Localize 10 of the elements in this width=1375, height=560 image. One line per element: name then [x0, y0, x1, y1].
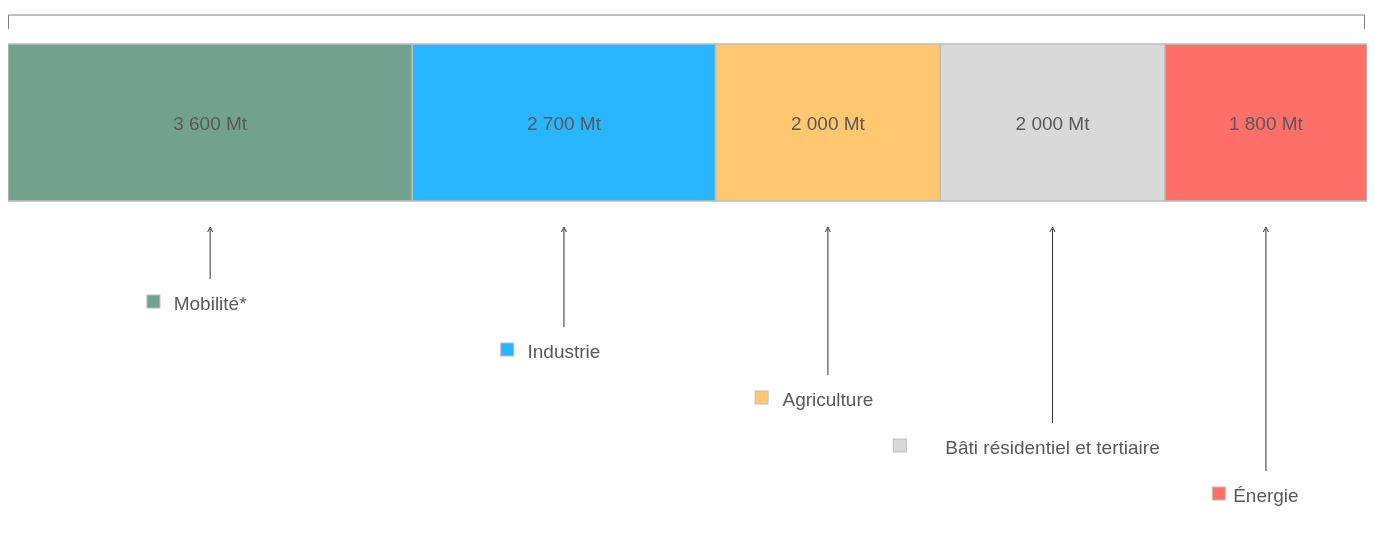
data-label: 2 000 Mt: [1015, 112, 1091, 134]
legend-label: Énergie: [1233, 485, 1299, 506]
data-label: 1 800 Mt: [1228, 112, 1304, 134]
data-label: 2 000 Mt: [790, 112, 866, 134]
legend-label: Industrie: [527, 341, 601, 362]
legend-label: Bâti résidentiel et tertiaire: [945, 437, 1160, 458]
data-label: 2 700 Mt: [526, 112, 602, 134]
legend-label: Agriculture: [782, 389, 874, 410]
data-label: 3 600 Mt: [173, 112, 248, 134]
legend-label: Mobilité*: [173, 293, 248, 314]
